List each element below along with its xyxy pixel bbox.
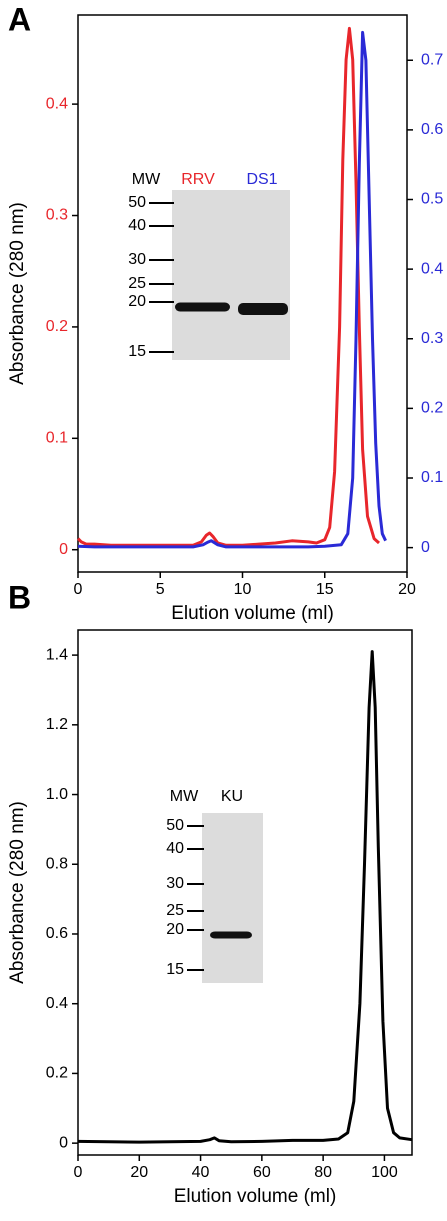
x-tick-label: 40	[192, 1164, 210, 1181]
y-axis-label: Absorbance (280 nm)	[7, 801, 28, 984]
x-tick-label: 5	[156, 581, 165, 598]
gel-band	[175, 302, 230, 312]
y2-tick-label: 0.2	[421, 400, 443, 417]
series-line	[77, 650, 413, 1144]
y-axis-label: Absorbance (280 nm)	[7, 202, 28, 385]
x-tick-label: 20	[130, 1164, 148, 1181]
plot-frame	[77, 629, 413, 1156]
gel-image	[172, 190, 290, 360]
mw-marker-label: 25	[166, 902, 184, 919]
y-tick-label: 0.2	[46, 318, 68, 335]
mw-marker-label: 40	[166, 840, 184, 857]
y2-tick-label: 0	[421, 539, 430, 556]
mw-label: MW	[132, 171, 161, 188]
lane-label: RRV	[181, 171, 215, 188]
mw-marker-label: 20	[128, 293, 146, 310]
gel-band	[238, 303, 288, 315]
panel-label: A	[8, 1, 31, 37]
mw-label: MW	[170, 788, 199, 805]
y-tick-label: 0.4	[46, 995, 68, 1012]
y-tick-label: 0.3	[46, 207, 68, 224]
y-tick-label: 0.8	[46, 855, 68, 872]
series-line	[77, 30, 387, 549]
x-tick-label: 20	[398, 581, 416, 598]
gel-band	[210, 931, 252, 939]
series-line	[76, 26, 381, 547]
y2-tick-label: 0.1	[421, 469, 443, 486]
y-tick-label: 0.6	[46, 925, 68, 942]
x-tick-label: 60	[253, 1164, 271, 1181]
y-tick-label: 1.4	[46, 646, 68, 663]
mw-marker-label: 30	[166, 875, 184, 892]
y2-tick-label: 0.4	[421, 260, 443, 277]
lane-label: KU	[221, 788, 243, 805]
x-tick-label: 0	[74, 581, 83, 598]
y-tick-label: 0.2	[46, 1065, 68, 1082]
x-tick-label: 10	[234, 581, 252, 598]
panel-label: B	[8, 579, 31, 615]
y-tick-label: 0	[59, 1134, 68, 1151]
mw-marker-label: 50	[166, 817, 184, 834]
mw-marker-label: 15	[128, 343, 146, 360]
y-tick-label: 1.0	[46, 786, 68, 803]
mw-marker-label: 15	[166, 961, 184, 978]
gel-image	[202, 813, 263, 983]
x-tick-label: 80	[314, 1164, 332, 1181]
y2-tick-label: 0.6	[421, 121, 443, 138]
x-tick-label: 0	[74, 1164, 83, 1181]
mw-marker-label: 40	[128, 217, 146, 234]
mw-marker-label: 50	[128, 194, 146, 211]
y2-tick-label: 0.7	[421, 51, 443, 68]
lane-label: DS1	[246, 171, 277, 188]
mw-marker-label: 30	[128, 251, 146, 268]
mw-marker-label: 20	[166, 921, 184, 938]
y2-tick-label: 0.5	[421, 191, 443, 208]
y2-tick-label: 0.3	[421, 330, 443, 347]
x-axis-label: Elution volume (ml)	[171, 603, 334, 624]
y-tick-label: 0.1	[46, 430, 68, 447]
y-tick-label: 1.2	[46, 716, 68, 733]
mw-marker-label: 25	[128, 275, 146, 292]
y-tick-label: 0	[59, 541, 68, 558]
x-axis-label: Elution volume (ml)	[174, 1186, 337, 1207]
x-tick-label: 100	[371, 1164, 398, 1181]
y-tick-label: 0.4	[46, 95, 68, 112]
x-tick-label: 15	[316, 581, 334, 598]
